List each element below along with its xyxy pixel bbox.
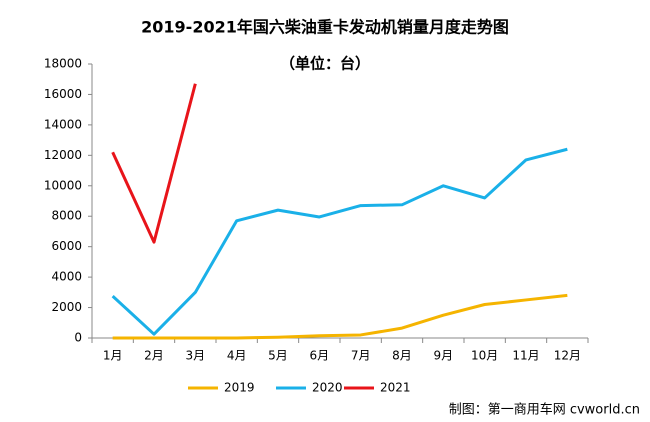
x-tick-label: 1月 [103,349,123,363]
y-tick-label: 12000 [44,148,82,162]
series-line [111,147,568,336]
y-tick-label: 6000 [51,239,82,253]
x-tick-label: 5月 [268,349,288,363]
y-tick-label: 16000 [44,87,82,101]
x-tick-label: 10月 [471,349,498,363]
y-tick-label: 18000 [44,57,82,71]
legend-label: 2019 [224,381,255,395]
x-tick-label: 8月 [392,349,412,363]
y-tick-label: 14000 [44,117,82,131]
x-tick-label: 3月 [186,349,206,363]
x-tick-label: 12月 [554,349,581,363]
x-tick-label: 11月 [512,349,539,363]
y-tick-label: 10000 [44,178,82,192]
x-tick-label: 7月 [351,349,371,363]
y-tick-label: 2000 [51,300,82,314]
y-tick-label: 0 [74,331,82,345]
series-line [112,293,568,340]
chart-subtitle: （单位：台） [280,55,370,73]
legend-label: 2021 [380,381,411,395]
y-tick-label: 4000 [51,270,82,284]
x-tick-label: 4月 [227,349,247,363]
chart-title: 2019-2021年国六柴油重卡发动机销量月度走势图 [141,18,509,37]
x-tick-label: 2月 [144,349,164,363]
x-tick-label: 9月 [434,349,454,363]
y-tick-label: 8000 [51,209,82,223]
x-tick-label: 6月 [310,349,330,363]
source-note: 制图：第一商用车网 cvworld.cn [449,402,640,418]
legend-label: 2020 [312,381,343,395]
series-line [111,83,197,244]
